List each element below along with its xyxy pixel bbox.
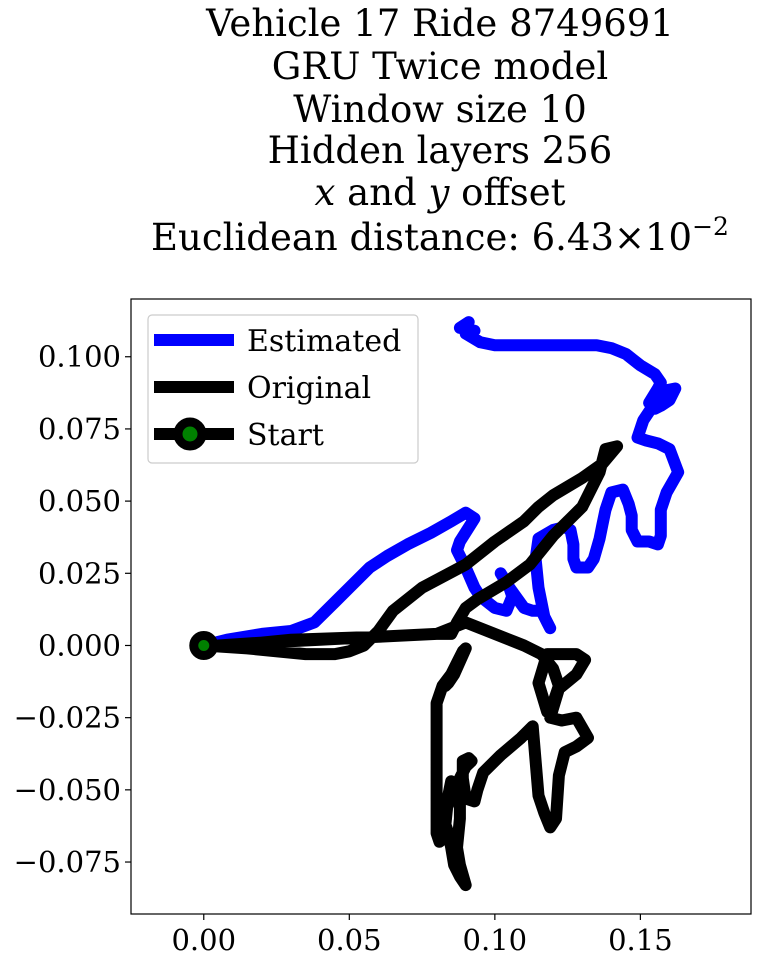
start-marker-layer [189,630,219,660]
title-distance-mantissa: 6.43 [532,216,614,259]
x-tick-label: 0.10 [463,923,528,957]
title-line-3: Window size 10 [293,88,587,131]
x-axis: 0.00 0.05 0.10 0.15 [171,914,673,957]
y-tick-label: 0.050 [38,484,121,518]
title-and: and [335,171,428,214]
title-y-var: y [427,171,451,214]
x-tick-label: 0.00 [171,923,236,957]
title-offset: offset [449,171,565,214]
title-distance-prefix: Euclidean distance: [151,216,532,259]
title-distance-base: 10 [645,216,692,259]
x-tick-label: 0.15 [608,923,673,957]
y-tick-label: 0.075 [38,412,121,446]
legend-swatch-start-marker [173,417,207,451]
title-line-1: Vehicle 17 Ride 8749691 [205,2,674,45]
title-line-2: GRU Twice model [272,45,608,88]
y-tick-label: 0.025 [38,556,121,590]
legend-box [147,314,419,464]
series-line-estimated [197,316,685,652]
series-line-original [197,440,624,892]
title-x-var: x [315,171,336,214]
legend-label-original: Original [247,371,371,406]
y-tick-label: −0.050 [14,773,121,807]
legend-label-start: Start [247,418,324,453]
chart-title: Vehicle 17 Ride 8749691 GRU Twice model … [151,2,729,259]
legend: Estimated Original Start [147,314,419,464]
y-axis: 0.100 0.075 0.050 0.025 0.000 −0.025 −0.050 −0.… [14,340,131,879]
y-tick-label: 0.100 [38,340,121,374]
title-distance-exponent: −2 [692,212,729,241]
x-tick-label: 0.05 [317,923,382,957]
y-tick-label: 0.000 [38,628,121,662]
plot-frame [130,298,752,915]
plot-lines [197,316,685,892]
y-tick-label: −0.025 [14,701,121,735]
y-tick-label: −0.075 [14,845,121,879]
title-distance-times: × [614,216,645,259]
start-marker [189,630,219,660]
legend-label-estimated: Estimated [247,324,401,359]
title-line-5: x and y offset [315,171,566,214]
title-line-4: Hidden layers 256 [268,129,613,172]
title-line-6: Euclidean distance: 6.43×10−2 [151,212,729,259]
